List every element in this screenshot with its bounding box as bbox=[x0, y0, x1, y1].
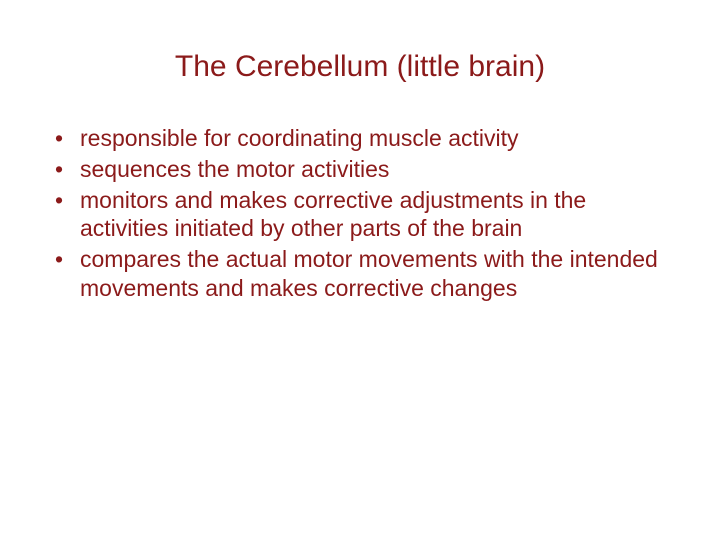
slide-title: The Cerebellum (little brain) bbox=[40, 50, 680, 84]
list-item: monitors and makes corrective adjustment… bbox=[50, 186, 670, 244]
bullet-list: responsible for coordinating muscle acti… bbox=[40, 124, 680, 303]
list-item: sequences the motor activities bbox=[50, 155, 670, 184]
list-item: compares the actual motor movements with… bbox=[50, 245, 670, 303]
list-item: responsible for coordinating muscle acti… bbox=[50, 124, 670, 153]
slide: The Cerebellum (little brain) responsibl… bbox=[0, 0, 720, 540]
